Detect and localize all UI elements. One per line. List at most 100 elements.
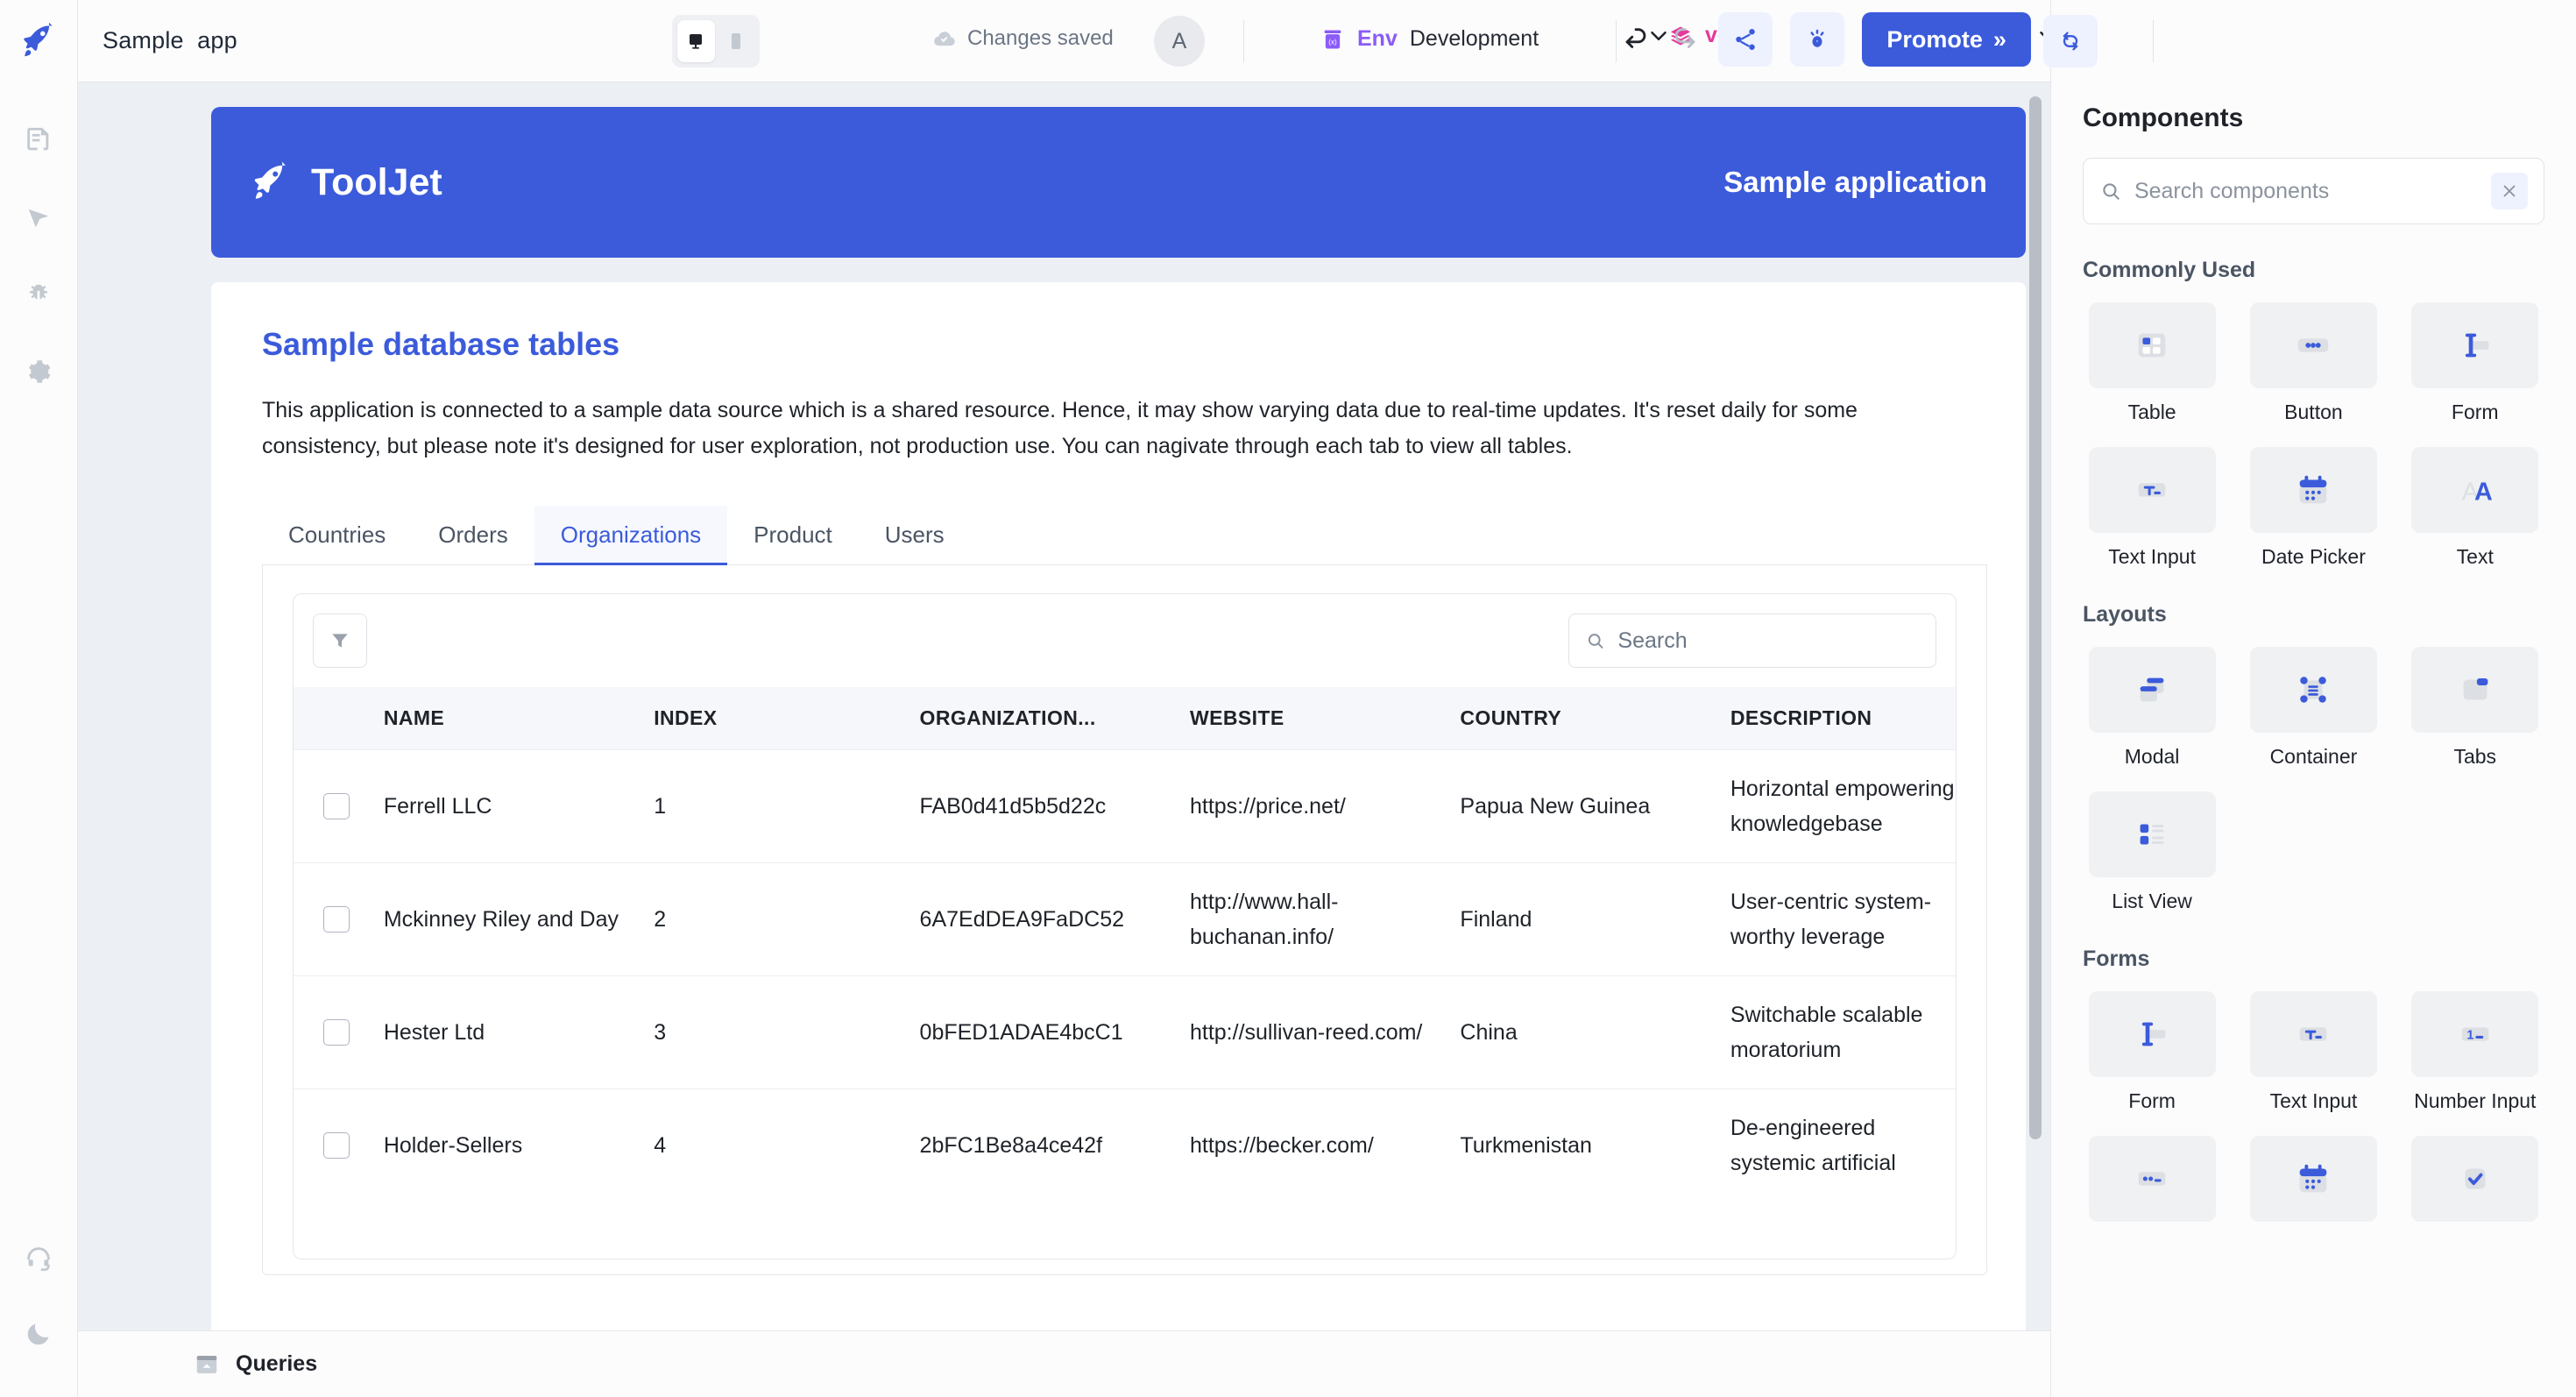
list-view-icon (2088, 791, 2216, 877)
app-title[interactable]: Sample app (103, 27, 237, 53)
component-item-form[interactable]: Form (2406, 302, 2544, 424)
component-item-password-input[interactable] (2083, 1136, 2221, 1234)
undo-button[interactable] (1620, 24, 1652, 55)
cell-name: Hester Ltd (383, 975, 655, 1089)
component-item-date-picker-2[interactable] (2244, 1136, 2382, 1234)
env-value: Development (1409, 26, 1539, 51)
cell-index: 1 (654, 749, 920, 863)
table-row[interactable]: Holder-Sellers 4 2bFC1Be8a4ce42f https:/… (294, 1089, 1956, 1202)
table-head: NAME INDEX ORGANIZATION... WEBSITE COUNT… (294, 687, 1956, 750)
promote-chevrons: » (1992, 25, 2006, 53)
row-checkbox-cell[interactable] (294, 862, 384, 976)
promote-button[interactable]: Promote » (1862, 12, 2031, 67)
pages-icon[interactable] (23, 124, 54, 156)
component-label: List View (2112, 890, 2192, 912)
th-country[interactable]: COUNTRY (1460, 687, 1730, 750)
left-rail (0, 0, 78, 1397)
cell-description: Horizontal empowering knowledgebase (1730, 749, 1956, 863)
mobile-view-button[interactable] (718, 20, 755, 62)
share-button[interactable] (1718, 12, 1773, 67)
banner-right-text: Sample application (1723, 166, 1987, 198)
tab-organizations[interactable]: Organizations (534, 506, 728, 565)
user-avatar[interactable]: A (1154, 16, 1205, 67)
canvas-scrollbar[interactable] (2028, 96, 2042, 1330)
desktop-view-button[interactable] (677, 20, 715, 62)
svg-text:A: A (2461, 479, 2479, 507)
table-row[interactable]: Ferrell LLC 1 FAB0d41d5b5d22c https://pr… (294, 749, 1956, 863)
table-tabs: Countries Orders Organizations Product U… (262, 506, 1987, 565)
component-search-input[interactable] (2134, 178, 2479, 204)
table-search-input[interactable] (1617, 628, 1920, 654)
environment-selector[interactable]: (x) Env Development (1320, 23, 1672, 55)
filter-icon (332, 634, 348, 648)
tab-orders[interactable]: Orders (438, 521, 508, 548)
table-search-box[interactable] (1568, 613, 1936, 668)
component-label: Date Picker (2261, 545, 2366, 568)
component-item-number-input[interactable]: 1 Number Input (2406, 991, 2544, 1113)
redo-button[interactable] (1669, 24, 1701, 55)
tab-users[interactable]: Users (884, 521, 945, 548)
table-row[interactable]: Hester Ltd 3 0bFED1ADAE4bcC1 http://sull… (294, 975, 1956, 1089)
components-panel: Components Commonly Used Table Button (2049, 0, 2576, 1397)
component-item-table[interactable]: Table (2083, 302, 2221, 424)
number-input-icon: 1 (2411, 991, 2539, 1077)
table-row[interactable]: Mckinney Riley and Day 2 6A7EdDEA9FaDC52… (294, 862, 1956, 976)
debugger-bug-icon[interactable] (23, 279, 54, 310)
canvas-wrapper: ToolJet Sample application Sample databa… (78, 82, 2050, 1330)
component-item-form-2[interactable]: Form (2083, 991, 2221, 1113)
component-item-date-picker[interactable]: Date Picker (2244, 447, 2382, 569)
component-item-modal[interactable]: Modal (2083, 647, 2221, 769)
row-checkbox-cell[interactable] (294, 1089, 384, 1202)
row-checkbox-cell[interactable] (294, 975, 384, 1089)
device-preview-toggle[interactable] (672, 15, 760, 67)
component-item-button[interactable]: Button (2244, 302, 2382, 424)
th-index[interactable]: INDEX (654, 687, 920, 750)
section-title-forms: Forms (2082, 947, 2150, 971)
tab-product[interactable]: Product (754, 521, 832, 548)
th-description[interactable]: DESCRIPTION (1730, 687, 1956, 750)
row-checkbox-cell[interactable] (294, 749, 384, 863)
row-checkbox[interactable] (323, 906, 350, 933)
content-card: Sample database tables This application … (211, 282, 2026, 1330)
cell-website: https://becker.com/ (1189, 1089, 1461, 1202)
component-label: Button (2284, 401, 2343, 423)
chevron-down-icon[interactable] (1645, 23, 1672, 55)
section-title-commonly-used: Commonly Used (2082, 258, 2256, 282)
component-item-checkbox[interactable] (2406, 1136, 2544, 1234)
banner-brand-group: ToolJet (250, 161, 442, 204)
cursor-pointer-icon[interactable] (23, 202, 54, 233)
th-website[interactable]: WEBSITE (1189, 687, 1461, 750)
tab-countries[interactable]: Countries (288, 521, 386, 548)
component-item-list-view[interactable]: List View (2083, 791, 2221, 913)
component-item-container[interactable]: Container (2244, 647, 2382, 769)
queries-bar[interactable]: Queries (78, 1330, 2050, 1397)
clear-search-icon[interactable] (2490, 173, 2528, 209)
promote-label: Promote (1886, 25, 1983, 53)
component-item-text-input[interactable]: Text Input (2083, 447, 2221, 569)
th-name[interactable]: NAME (383, 687, 655, 750)
settings-gear-icon[interactable] (23, 356, 54, 387)
th-organization[interactable]: ORGANIZATION... (919, 687, 1190, 750)
canvas-scrollbar-thumb[interactable] (2028, 96, 2042, 1139)
filter-icon-button[interactable] (313, 613, 367, 668)
refresh-button[interactable] (2043, 15, 2098, 67)
preview-button[interactable] (1790, 12, 1845, 67)
component-item-tabs[interactable]: Tabs (2406, 647, 2544, 769)
component-label: Container (2269, 745, 2358, 768)
row-checkbox[interactable] (323, 1132, 350, 1159)
component-search-box[interactable] (2082, 158, 2544, 224)
page-title: Sample database tables (262, 326, 620, 362)
support-headset-icon[interactable] (23, 1243, 54, 1274)
svg-text:A: A (2474, 479, 2493, 507)
component-label: Form (2128, 1089, 2176, 1112)
row-checkbox[interactable] (323, 1019, 350, 1046)
dark-mode-moon-icon[interactable] (23, 1318, 54, 1350)
svg-text:(x): (x) (1328, 38, 1337, 46)
cell-index: 2 (654, 862, 920, 976)
tooljet-logo[interactable] (0, 0, 77, 82)
component-item-text-input-2[interactable]: Text Input (2244, 991, 2382, 1113)
organizations-table: NAME INDEX ORGANIZATION... WEBSITE COUNT… (294, 687, 1956, 1202)
row-checkbox[interactable] (323, 793, 350, 819)
password-input-icon (2088, 1136, 2216, 1222)
